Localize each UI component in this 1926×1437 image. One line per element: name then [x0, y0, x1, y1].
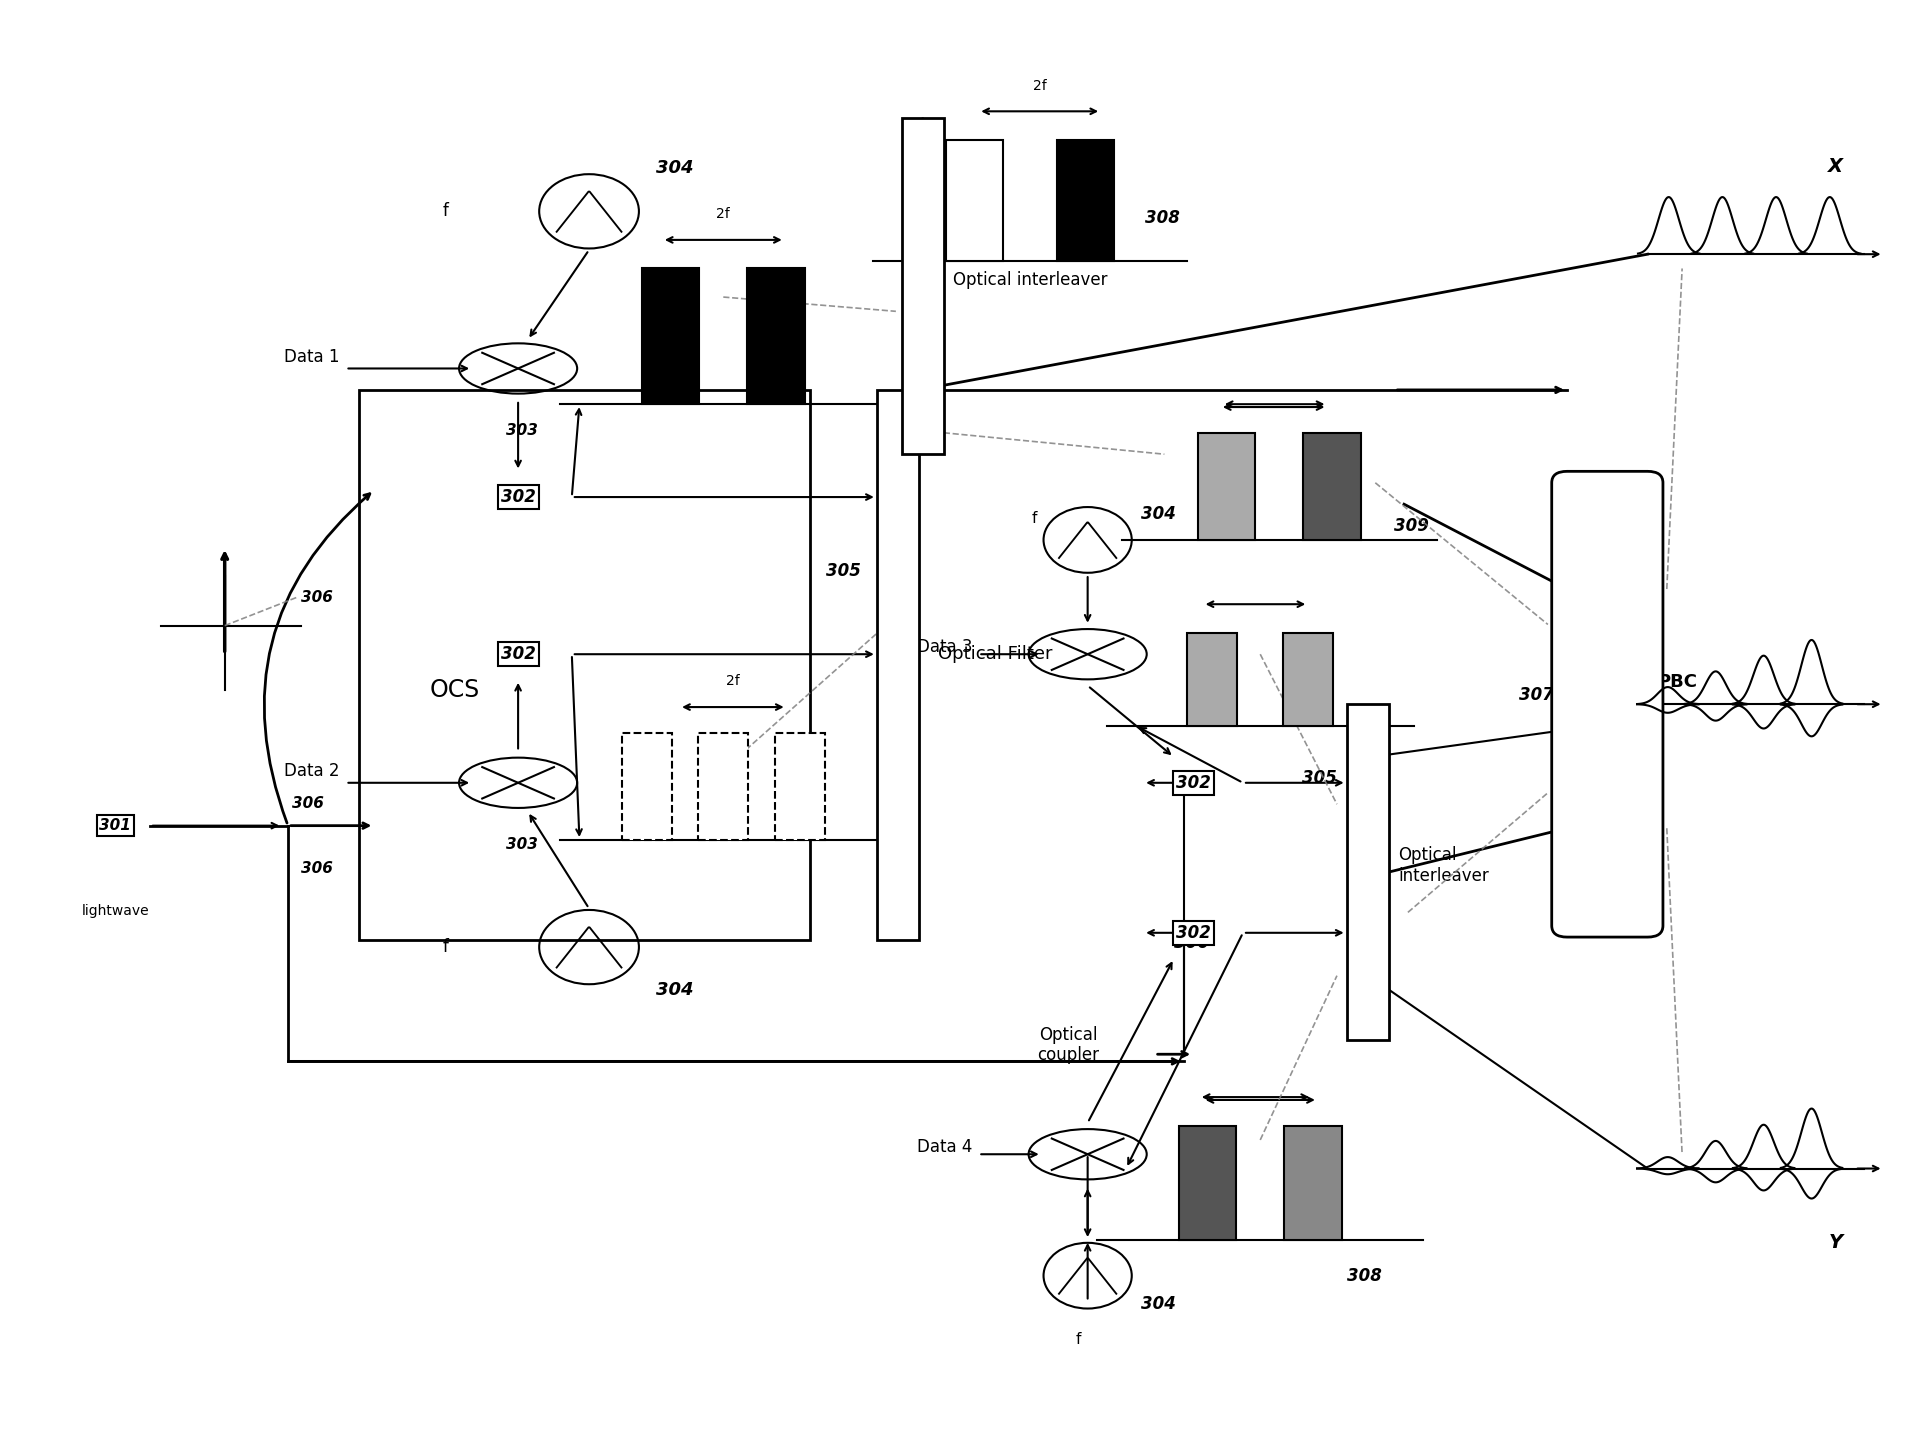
- Text: Optical
interleaver: Optical interleaver: [1398, 846, 1489, 885]
- Bar: [876, 389, 919, 940]
- Bar: [747, 269, 805, 404]
- Bar: [358, 389, 809, 940]
- Text: 306: 306: [300, 589, 333, 605]
- Bar: [901, 118, 944, 454]
- Text: 308: 308: [1146, 210, 1181, 227]
- Text: 305: 305: [1302, 769, 1337, 787]
- Text: 2f: 2f: [716, 207, 730, 221]
- Text: Data 4: Data 4: [917, 1138, 973, 1157]
- Bar: [622, 733, 672, 841]
- Bar: [1283, 632, 1333, 726]
- Text: 302: 302: [501, 489, 535, 506]
- Bar: [1198, 433, 1256, 540]
- Text: 306: 306: [300, 861, 333, 877]
- Text: X: X: [1828, 157, 1843, 175]
- Text: Data 2: Data 2: [285, 763, 339, 780]
- Text: 301: 301: [100, 818, 131, 833]
- Text: f: f: [1075, 1332, 1080, 1348]
- Bar: [774, 733, 824, 841]
- Bar: [641, 269, 699, 404]
- Text: 304: 304: [1142, 1295, 1177, 1313]
- Text: f: f: [443, 938, 449, 956]
- Text: 2f: 2f: [726, 674, 740, 688]
- Text: lightwave: lightwave: [81, 904, 148, 918]
- Text: Optical interleaver: Optical interleaver: [953, 270, 1107, 289]
- Text: 308: 308: [1346, 1266, 1381, 1285]
- Bar: [1186, 632, 1236, 726]
- Text: 306: 306: [293, 796, 324, 812]
- Text: OCS: OCS: [429, 678, 480, 701]
- Text: 303: 303: [507, 422, 537, 438]
- Text: f: f: [1030, 512, 1036, 526]
- Text: 304: 304: [657, 160, 693, 177]
- Text: 303: 303: [507, 838, 537, 852]
- Text: Data 3: Data 3: [917, 638, 973, 657]
- Text: Optical
coupler: Optical coupler: [1038, 1026, 1100, 1065]
- Text: 302: 302: [501, 645, 535, 664]
- Text: 306: 306: [1175, 934, 1210, 951]
- Text: 302: 302: [1175, 924, 1211, 941]
- Text: 2f: 2f: [1032, 79, 1046, 92]
- Bar: [1179, 1125, 1236, 1240]
- Bar: [1304, 433, 1362, 540]
- Text: Optical Filter: Optical Filter: [938, 645, 1054, 662]
- Bar: [1346, 704, 1389, 1040]
- Text: 307: 307: [1520, 687, 1554, 704]
- Bar: [1057, 139, 1115, 262]
- Text: Data 1: Data 1: [285, 348, 339, 366]
- Text: 304: 304: [657, 981, 693, 999]
- Bar: [699, 733, 747, 841]
- Text: Y: Y: [1828, 1233, 1843, 1252]
- Text: 305: 305: [826, 562, 861, 581]
- Text: f: f: [443, 203, 449, 220]
- Text: PBC: PBC: [1656, 673, 1697, 691]
- FancyBboxPatch shape: [1552, 471, 1662, 937]
- Text: 309: 309: [1394, 517, 1429, 535]
- Text: 304: 304: [1142, 506, 1177, 523]
- Bar: [1285, 1125, 1342, 1240]
- Bar: [946, 139, 1003, 262]
- Text: 302: 302: [1175, 773, 1211, 792]
